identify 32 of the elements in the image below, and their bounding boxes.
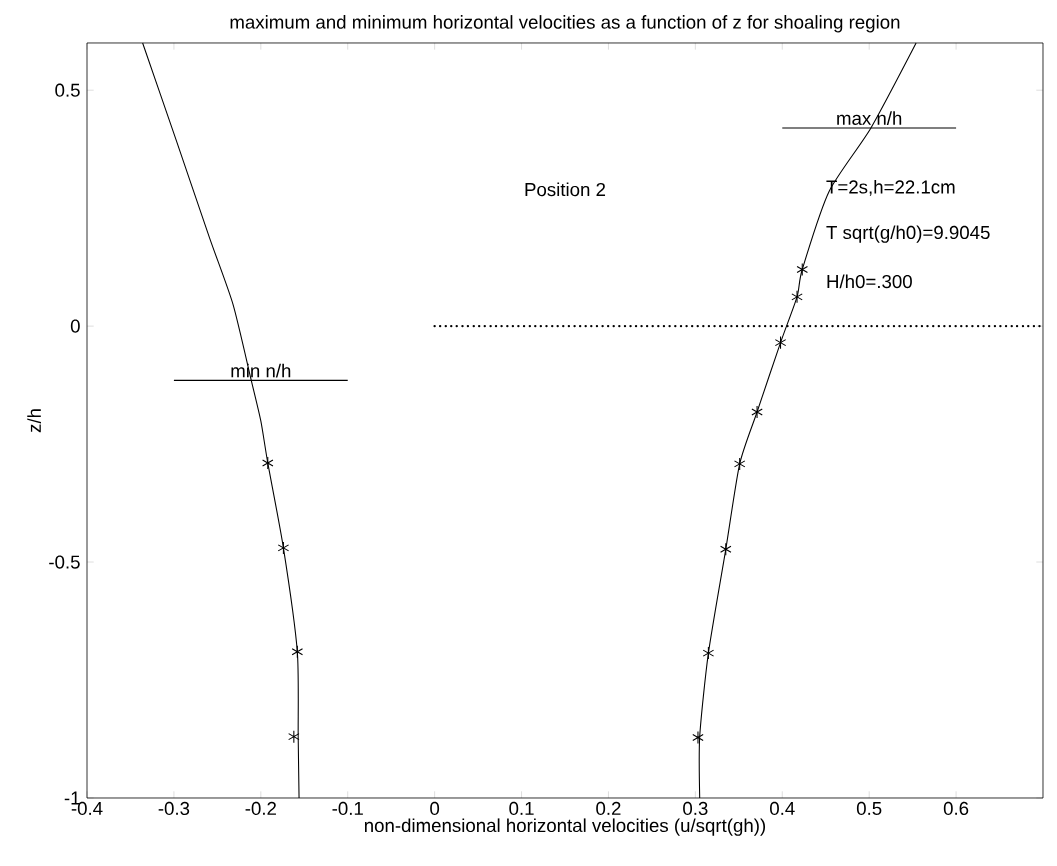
point bbox=[702, 646, 715, 660]
series-label: max n/h bbox=[837, 111, 902, 125]
point bbox=[751, 405, 763, 419]
y-tick-label: -0.5 bbox=[49, 555, 80, 569]
y-axis-title: z/h bbox=[27, 409, 41, 433]
x-tick-label: 0.2 bbox=[596, 801, 621, 816]
point bbox=[291, 645, 304, 659]
annotation: T sqrt(g/h0)=9.9045 bbox=[826, 225, 990, 243]
x-tick-label: 0.5 bbox=[856, 801, 882, 816]
y-tick-label: 0.5 bbox=[55, 83, 80, 97]
point bbox=[733, 457, 746, 471]
y-tick-label: 0 bbox=[70, 319, 80, 333]
x-tick-label: -0.2 bbox=[245, 801, 276, 816]
point bbox=[796, 262, 808, 277]
x-tick-label: 0.4 bbox=[770, 801, 795, 816]
point bbox=[262, 456, 274, 470]
x-axis-title: non-dimensional horizontal velocities (u/sqrt(gh)) bbox=[364, 818, 766, 836]
point bbox=[288, 730, 300, 744]
point bbox=[720, 542, 732, 556]
x-tick-label: 0.6 bbox=[943, 801, 969, 816]
point bbox=[277, 541, 290, 555]
x-tick-label: 0 bbox=[430, 801, 440, 816]
point bbox=[774, 336, 787, 350]
annotation: Position 2 bbox=[525, 182, 606, 197]
annotation: H/h0=.300 bbox=[827, 274, 912, 289]
x-tick-label: 0.3 bbox=[683, 801, 708, 816]
x-tick-label: -0.3 bbox=[158, 801, 190, 816]
chart-title: maximum and minimum horizontal velocities as a function of z for shoaling region bbox=[230, 15, 900, 33]
x-tick-label: 0.1 bbox=[509, 801, 534, 816]
point bbox=[692, 731, 704, 745]
x-tick-label: -0.1 bbox=[332, 801, 363, 816]
point bbox=[791, 290, 803, 304]
